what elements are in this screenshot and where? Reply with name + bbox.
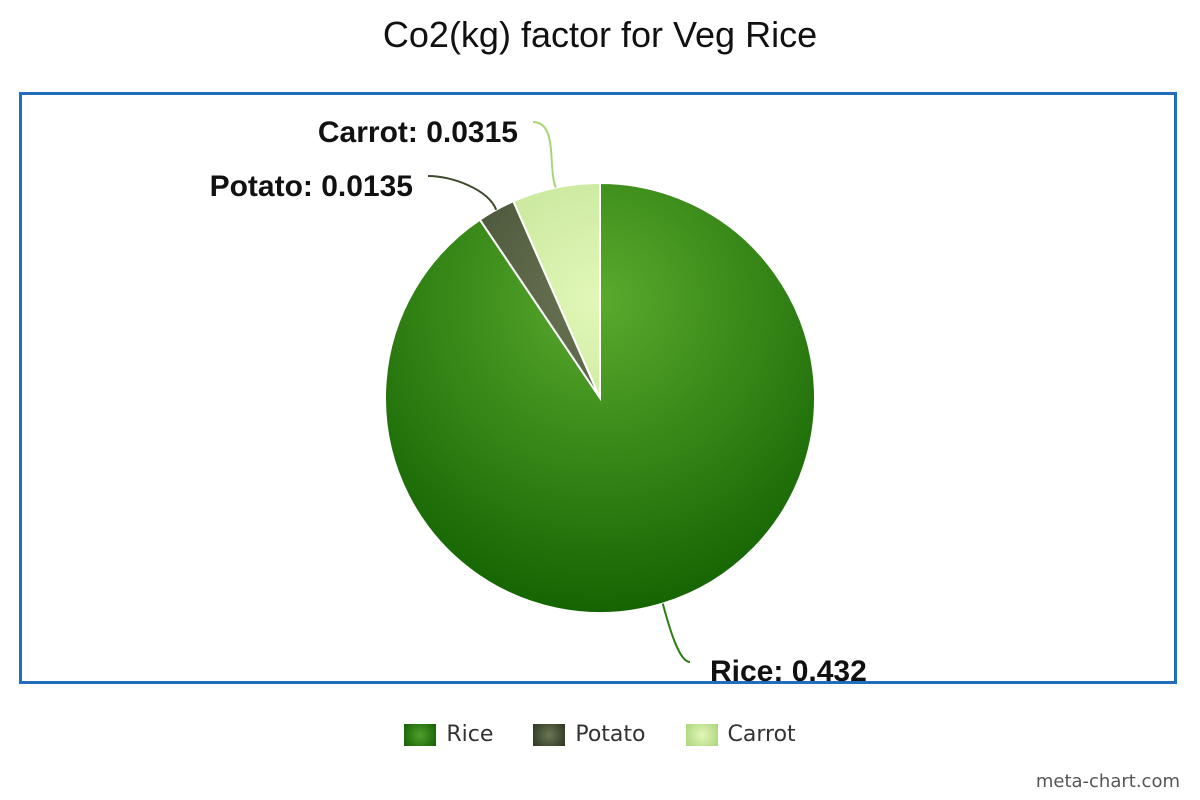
chart-title: Co2(kg) factor for Veg Rice	[382, 14, 818, 55]
pie-slice-carrot[interactable]	[512, 181, 601, 399]
legend-item-rice[interactable]: Rice	[404, 722, 493, 747]
data-label-rice: Rice: 0.432	[710, 655, 867, 688]
legend-label-carrot: Carrot	[727, 722, 796, 747]
leader-line-rice	[661, 603, 691, 663]
data-label-potato: Potato: 0.0135	[210, 170, 413, 203]
leader-line-carrot	[532, 121, 557, 188]
legend-item-carrot[interactable]: Carrot	[685, 722, 796, 747]
legend-swatch-potato	[533, 723, 566, 746]
data-label-carrot: Carrot: 0.0315	[318, 116, 518, 149]
legend-swatch-carrot	[685, 723, 718, 746]
legend-swatch-rice	[404, 723, 437, 746]
credit-text: meta-chart.com	[1035, 771, 1180, 792]
plot-area	[19, 92, 1177, 684]
legend-label-rice: Rice	[446, 722, 494, 747]
leader-line-potato	[427, 175, 498, 211]
legend-item-potato[interactable]: Potato	[533, 722, 646, 747]
legend: Rice Potato Carrot	[0, 722, 1200, 747]
legend-label-potato: Potato	[575, 722, 646, 747]
